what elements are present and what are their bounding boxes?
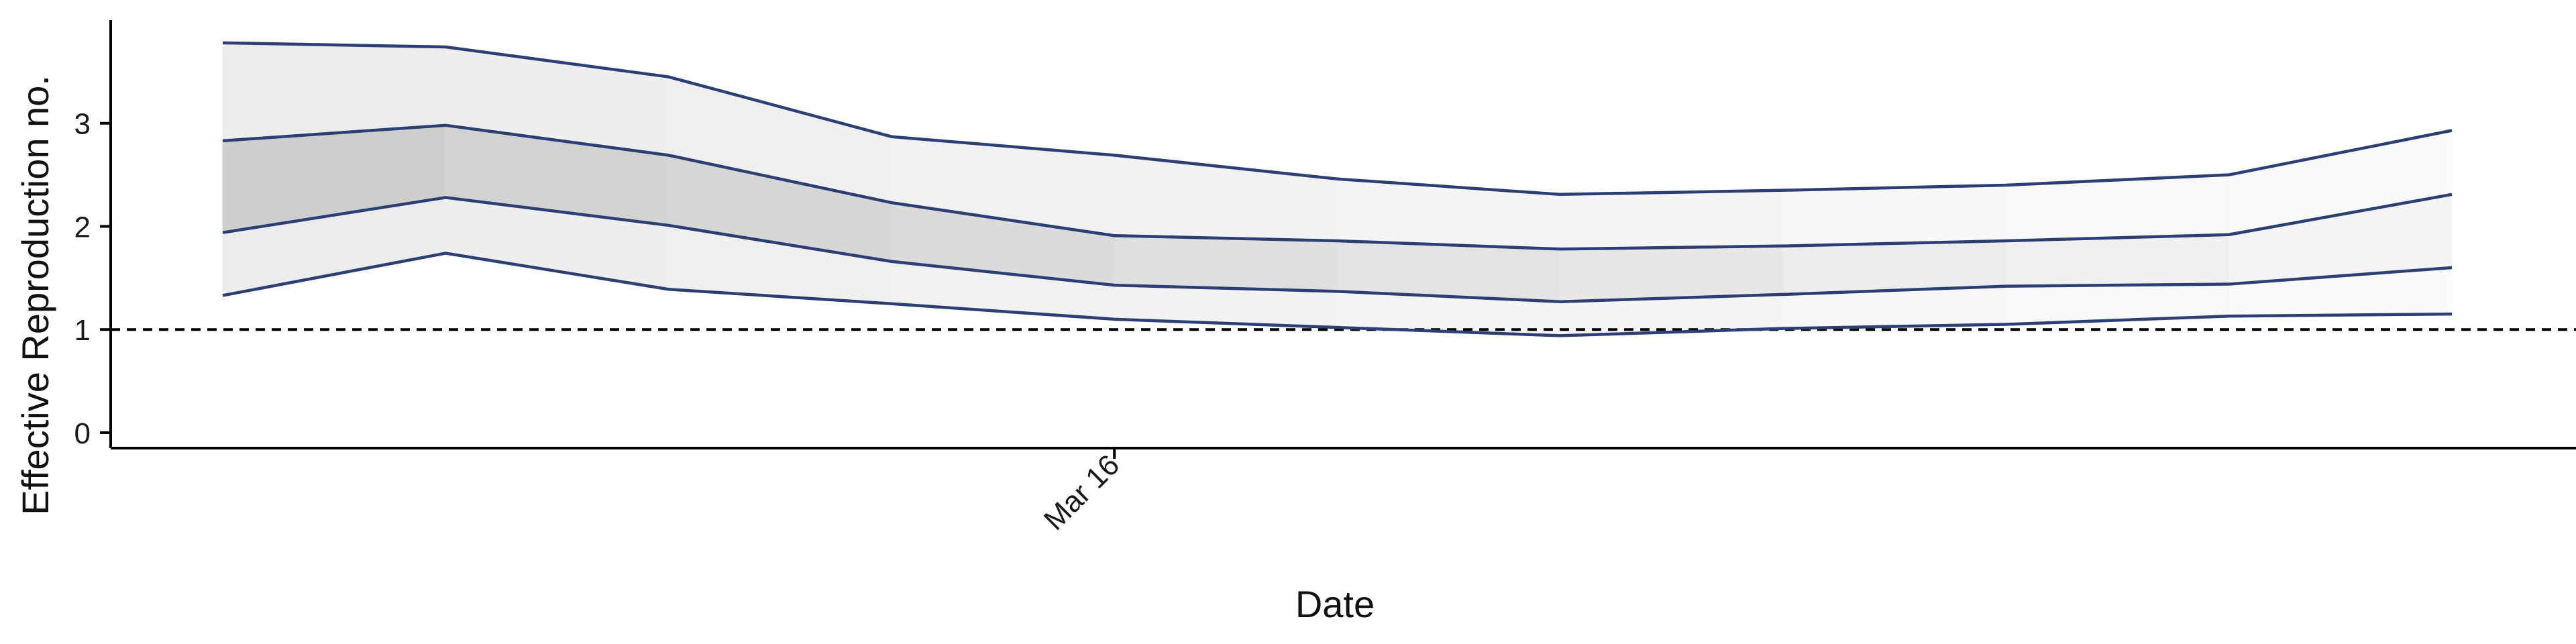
series-line-lower-90 [222,252,2453,337]
y-tick-label: 3 [74,108,91,141]
axes [109,20,2576,449]
band-50-segment [1114,235,1338,292]
x-axis-title: Date [1295,583,1375,625]
y-tick-label: 1 [74,314,91,347]
y-tick-label: 2 [74,211,91,244]
series-line-upper-90 [222,41,2453,197]
series-line-upper-50 [222,123,2453,251]
interval-lines [222,41,2453,337]
series-line-lower-50 [222,196,2453,303]
y-axis-title: Effective Reproduction no. [14,75,56,515]
y-tick-label: 0 [74,417,91,450]
band-50-segment [1560,246,1784,303]
band-50-segment [2005,234,2230,287]
x-tick-label: Mar 16 [1038,448,1126,536]
credible-interval-bands [222,42,2453,336]
